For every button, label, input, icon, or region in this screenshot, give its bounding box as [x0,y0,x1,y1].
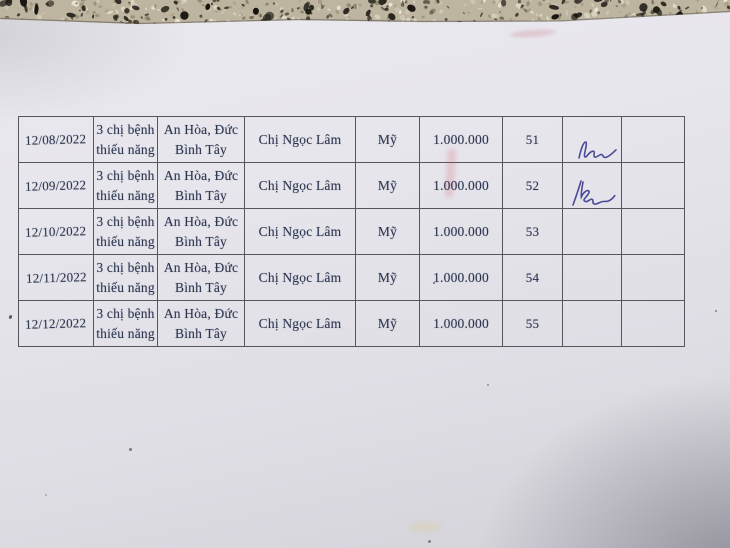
record-table: 12/08/2022 3 chị bệnh thiếu năng An Hòa, … [18,116,685,347]
table-row: 12/12/2022 3 chị bệnh thiếu năng An Hòa, … [19,301,685,347]
location-cell: An Hòa, Đức Bình Tây [158,163,245,209]
signature-cell [563,163,622,209]
sponsor-cell: Mỹ [356,117,420,163]
date-cell: 12/08/2022 [19,117,94,163]
signature-cell [563,209,622,255]
location-cell: An Hòa, Đức Bình Tây [158,301,245,347]
sequence-cell: 52 [503,163,563,209]
signature-cell [563,301,622,347]
table-row: 12/10/2022 3 chị bệnh thiếu năng An Hòa, … [19,209,685,255]
person-cell: Chị Ngọc Lâm [245,301,356,347]
amount-cell: 1.000.000 [420,301,503,347]
location-cell: An Hòa, Đức Bình Tây [158,117,245,163]
photo-of-document: { "table": { "rows": [ { "date": "12/08/… [0,0,730,548]
sequence-cell: 51 [503,117,563,163]
beneficiary-cell: 3 chị bệnh thiếu năng [94,117,158,163]
date-cell: 12/10/2022 [19,209,94,255]
person-cell: Chị Ngọc Lâm [245,209,356,255]
beneficiary-cell: 3 chị bệnh thiếu năng [94,255,158,301]
table-row: 12/09/2022 3 chị bệnh thiếu năng An Hòa, … [19,163,685,209]
location-cell: An Hòa, Đức Bình Tây [158,255,245,301]
sponsor-cell: Mỹ [356,255,420,301]
amount-cell: 1.000.000 [420,117,503,163]
date-cell: 12/09/2022 [19,163,94,209]
sequence-cell: 55 [503,301,563,347]
empty-cell [622,255,685,301]
handwritten-signature-icon [576,135,618,162]
table-row: 12/11/2022 3 chị bệnh thiếu năng An Hòa, … [19,255,685,301]
handwritten-signature-icon [569,178,617,209]
empty-cell [622,163,685,209]
beneficiary-cell: 3 chị bệnh thiếu năng [94,163,158,209]
table-row: 12/08/2022 3 chị bệnh thiếu năng An Hòa, … [19,117,685,163]
table-body: 12/08/2022 3 chị bệnh thiếu năng An Hòa, … [19,117,685,347]
beneficiary-cell: 3 chị bệnh thiếu năng [94,301,158,347]
date-cell: 12/11/2022 [19,255,94,301]
sequence-cell: 53 [503,209,563,255]
sponsor-cell: Mỹ [356,163,420,209]
signature-cell [563,117,622,163]
person-cell: Chị Ngọc Lâm [245,117,356,163]
person-cell: Chị Ngọc Lâm [245,255,356,301]
sponsor-cell: Mỹ [356,301,420,347]
beneficiary-cell: 3 chị bệnh thiếu năng [94,209,158,255]
empty-cell [622,209,685,255]
empty-cell [622,117,685,163]
sequence-cell: 54 [503,255,563,301]
empty-cell [622,301,685,347]
date-cell: 12/12/2022 [19,301,94,347]
location-cell: An Hòa, Đức Bình Tây [158,209,245,255]
person-cell: Chị Ngọc Lâm [245,163,356,209]
sponsor-cell: Mỹ [356,209,420,255]
amount-cell: 1.000.000 [420,255,503,301]
signature-cell [563,255,622,301]
amount-cell: 1.000.000 [420,209,503,255]
amount-cell: 1.000.000 [420,163,503,209]
